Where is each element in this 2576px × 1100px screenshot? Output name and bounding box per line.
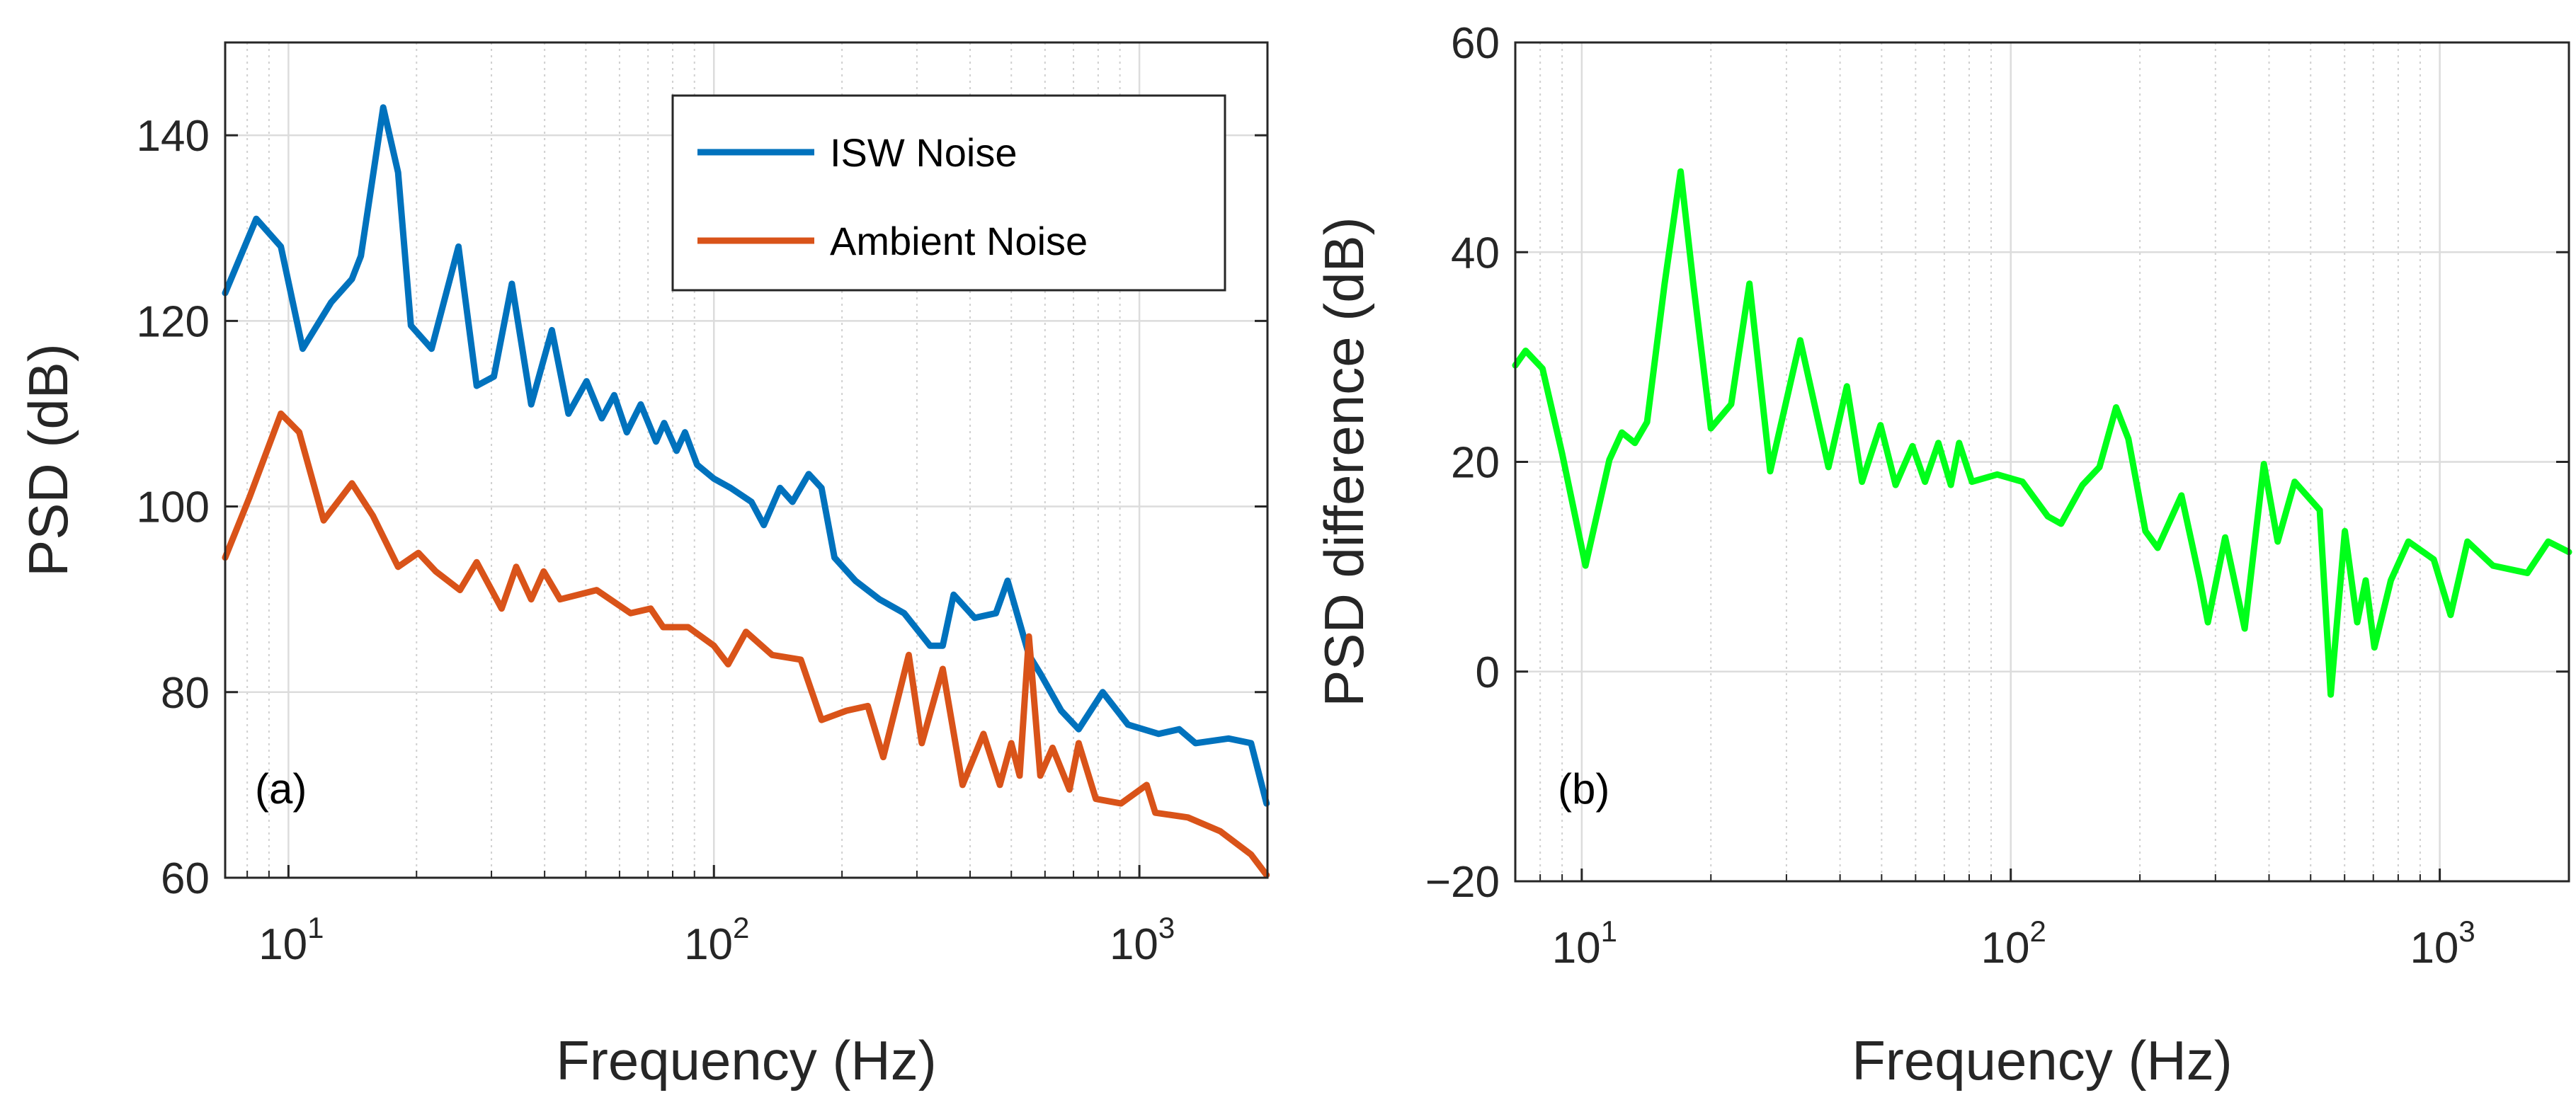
x-tick-exponent: 2 [733, 911, 749, 944]
x-tick-base: 10 [1552, 924, 1601, 973]
x-tick-base: 10 [2410, 924, 2458, 973]
x-tick-label: 102 [684, 911, 749, 969]
legend-box [671, 94, 1226, 292]
x-tick-exponent: 3 [1158, 911, 1175, 944]
x-tick-exponent: 2 [2030, 915, 2046, 948]
series-line-ambient-noise [222, 410, 1270, 878]
x-axis-label: Frequency (Hz) [1852, 1029, 2232, 1092]
x-tick-base: 10 [258, 920, 307, 969]
y-axis-label: PSD (dB) [17, 343, 79, 576]
axes-box [1514, 41, 2570, 883]
x-tick-label: 103 [2410, 915, 2475, 973]
legend-label: ISW Noise [830, 130, 1018, 175]
panel-label: (b) [1558, 765, 1609, 813]
y-tick-label: 0 [1476, 648, 1500, 697]
y-tick-label: 140 [137, 112, 210, 161]
y-tick-label: 60 [1451, 19, 1500, 68]
x-tick-base: 10 [684, 920, 733, 969]
x-tick-exponent: 1 [1601, 915, 1617, 948]
y-tick-label: 60 [161, 854, 210, 903]
y-tick-label: 100 [137, 483, 210, 532]
y-tick-label: 20 [1451, 439, 1500, 488]
y-tick-label: 120 [137, 297, 210, 346]
y-tick-label: −20 [1425, 858, 1500, 907]
x-tick-label: 102 [1981, 915, 2046, 973]
series-line-psd-difference [1512, 168, 2572, 698]
y-tick-label: 40 [1451, 229, 1500, 277]
y-tick-label: 80 [161, 669, 210, 718]
series-line-isw-noise [222, 104, 1270, 807]
x-tick-label: 101 [258, 911, 324, 969]
x-axis-label: Frequency (Hz) [556, 1029, 936, 1092]
panel-label: (a) [255, 765, 307, 813]
x-tick-label: 101 [1552, 915, 1617, 973]
y-axis-label: PSD difference (dB) [1313, 217, 1375, 706]
x-tick-exponent: 1 [307, 911, 324, 944]
x-tick-base: 10 [1981, 924, 2030, 973]
x-tick-exponent: 3 [2458, 915, 2475, 948]
legend: ISW Noise Ambient Noise [671, 94, 1226, 292]
x-tick-label: 103 [1110, 911, 1175, 969]
legend-label: Ambient Noise [830, 219, 1088, 263]
axes-box [224, 41, 1269, 879]
x-tick-base: 10 [1110, 920, 1158, 969]
